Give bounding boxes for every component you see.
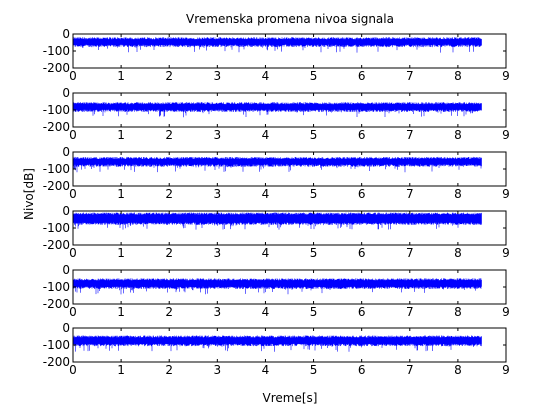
x-tick-label-6-2: 2 xyxy=(165,363,173,377)
y-tick-label-2-0: 0 xyxy=(62,86,70,100)
x-tick-label-6-9: 9 xyxy=(502,363,510,377)
subplot-1: 0 1 2 3 4 5 6 7 8 9 0 -100 -200 xyxy=(43,27,510,83)
y-tick-label-3-0: 0 xyxy=(62,145,70,159)
x-tick-label-5-3: 3 xyxy=(214,305,222,319)
x-tick-label-4-2: 2 xyxy=(165,246,173,260)
signal-series-3 xyxy=(72,156,482,173)
y-tick-label-6--200: -200 xyxy=(43,355,70,369)
subplot-4: 0 1 2 3 4 5 6 7 8 9 0 -100 -200 xyxy=(43,204,510,260)
x-tick-label-3-5: 5 xyxy=(310,187,318,201)
x-tick-label-4-7: 7 xyxy=(406,246,414,260)
x-tick-label-5-6: 6 xyxy=(358,305,366,319)
y-tick-label-1--200: -200 xyxy=(43,61,70,75)
x-tick-label-2-8: 8 xyxy=(454,128,462,142)
x-tick-label-4-6: 6 xyxy=(358,246,366,260)
y-tick-label-4--100: -100 xyxy=(43,221,70,235)
signal-series-1 xyxy=(72,37,482,53)
y-tick-label-3--200: -200 xyxy=(43,179,70,193)
x-tick-label-5-8: 8 xyxy=(454,305,462,319)
x-tick-label-2-2: 2 xyxy=(165,128,173,142)
x-tick-label-2-9: 9 xyxy=(502,128,510,142)
y-tick-label-5--200: -200 xyxy=(43,297,70,311)
x-tick-label-6-0: 0 xyxy=(69,363,77,377)
y-tick-label-4--200: -200 xyxy=(43,238,70,252)
x-tick-label-6-1: 1 xyxy=(117,363,125,377)
x-tick-label-2-4: 4 xyxy=(262,128,270,142)
x-tick-label-1-6: 6 xyxy=(358,69,366,83)
x-tick-label-6-5: 5 xyxy=(310,363,318,377)
x-tick-label-6-6: 6 xyxy=(358,363,366,377)
x-tick-label-6-4: 4 xyxy=(262,363,270,377)
x-tick-label-1-9: 9 xyxy=(502,69,510,83)
x-tick-label-1-4: 4 xyxy=(262,69,270,83)
signal-series-2 xyxy=(72,102,482,118)
x-tick-label-4-4: 4 xyxy=(262,246,270,260)
x-tick-label-5-4: 4 xyxy=(262,305,270,319)
y-tick-label-3--100: -100 xyxy=(43,162,70,176)
x-tick-label-3-3: 3 xyxy=(214,187,222,201)
x-tick-label-4-5: 5 xyxy=(310,246,318,260)
x-tick-label-5-7: 7 xyxy=(406,305,414,319)
y-tick-label-1-0: 0 xyxy=(62,27,70,41)
y-tick-label-5-0: 0 xyxy=(62,263,70,277)
x-tick-label-6-3: 3 xyxy=(214,363,222,377)
x-tick-label-4-9: 9 xyxy=(502,246,510,260)
signal-series-4 xyxy=(72,212,482,230)
subplot-2: 0 1 2 3 4 5 6 7 8 9 0 -100 -200 xyxy=(43,86,510,142)
x-axis-label: Vreme[s] xyxy=(263,391,318,405)
x-tick-label-2-5: 5 xyxy=(310,128,318,142)
x-tick-label-3-8: 8 xyxy=(454,187,462,201)
x-tick-label-2-1: 1 xyxy=(117,128,125,142)
x-tick-label-1-5: 5 xyxy=(310,69,318,83)
x-tick-label-1-7: 7 xyxy=(406,69,414,83)
x-tick-label-5-2: 2 xyxy=(165,305,173,319)
x-tick-label-4-0: 0 xyxy=(69,246,77,260)
x-tick-label-5-1: 1 xyxy=(117,305,125,319)
x-tick-label-6-8: 8 xyxy=(454,363,462,377)
x-tick-label-2-3: 3 xyxy=(214,128,222,142)
x-tick-label-1-3: 3 xyxy=(214,69,222,83)
y-tick-label-5--100: -100 xyxy=(43,280,70,294)
x-tick-label-5-0: 0 xyxy=(69,305,77,319)
x-tick-label-1-0: 0 xyxy=(69,69,77,83)
x-tick-label-1-1: 1 xyxy=(117,69,125,83)
signal-series-6 xyxy=(72,335,482,352)
y-tick-label-6--100: -100 xyxy=(43,338,70,352)
chart-title: Vremenska promena nivoa signala xyxy=(186,12,394,26)
subplot-5: 0 1 2 3 4 5 6 7 8 9 0 -100 -200 xyxy=(43,263,510,319)
x-tick-label-3-6: 6 xyxy=(358,187,366,201)
x-tick-label-4-1: 1 xyxy=(117,246,125,260)
x-tick-label-2-0: 0 xyxy=(69,128,77,142)
x-tick-label-4-8: 8 xyxy=(454,246,462,260)
signal-series-5 xyxy=(72,278,482,295)
x-tick-label-6-7: 7 xyxy=(406,363,414,377)
subplot-6: 0 1 2 3 4 5 6 7 8 9 0 -100 -200 xyxy=(43,321,510,377)
x-tick-label-2-7: 7 xyxy=(406,128,414,142)
y-tick-label-1--100: -100 xyxy=(43,44,70,58)
y-axis-label: Nivo[dB] xyxy=(22,168,36,220)
x-tick-label-3-9: 9 xyxy=(502,187,510,201)
subplot-3: 0 1 2 3 4 5 6 7 8 9 0 -100 -200 xyxy=(43,145,510,201)
x-tick-label-3-1: 1 xyxy=(117,187,125,201)
x-tick-label-3-4: 4 xyxy=(262,187,270,201)
x-tick-label-3-0: 0 xyxy=(69,187,77,201)
x-tick-label-5-5: 5 xyxy=(310,305,318,319)
x-tick-label-2-6: 6 xyxy=(358,128,366,142)
x-tick-label-3-7: 7 xyxy=(406,187,414,201)
y-tick-label-6-0: 0 xyxy=(62,321,70,335)
y-tick-label-2--200: -200 xyxy=(43,120,70,134)
x-tick-label-1-2: 2 xyxy=(165,69,173,83)
x-tick-label-4-3: 3 xyxy=(214,246,222,260)
y-tick-label-4-0: 0 xyxy=(62,204,70,218)
x-tick-label-1-8: 8 xyxy=(454,69,462,83)
x-tick-label-5-9: 9 xyxy=(502,305,510,319)
x-tick-label-3-2: 2 xyxy=(165,187,173,201)
y-tick-label-2--100: -100 xyxy=(43,103,70,117)
